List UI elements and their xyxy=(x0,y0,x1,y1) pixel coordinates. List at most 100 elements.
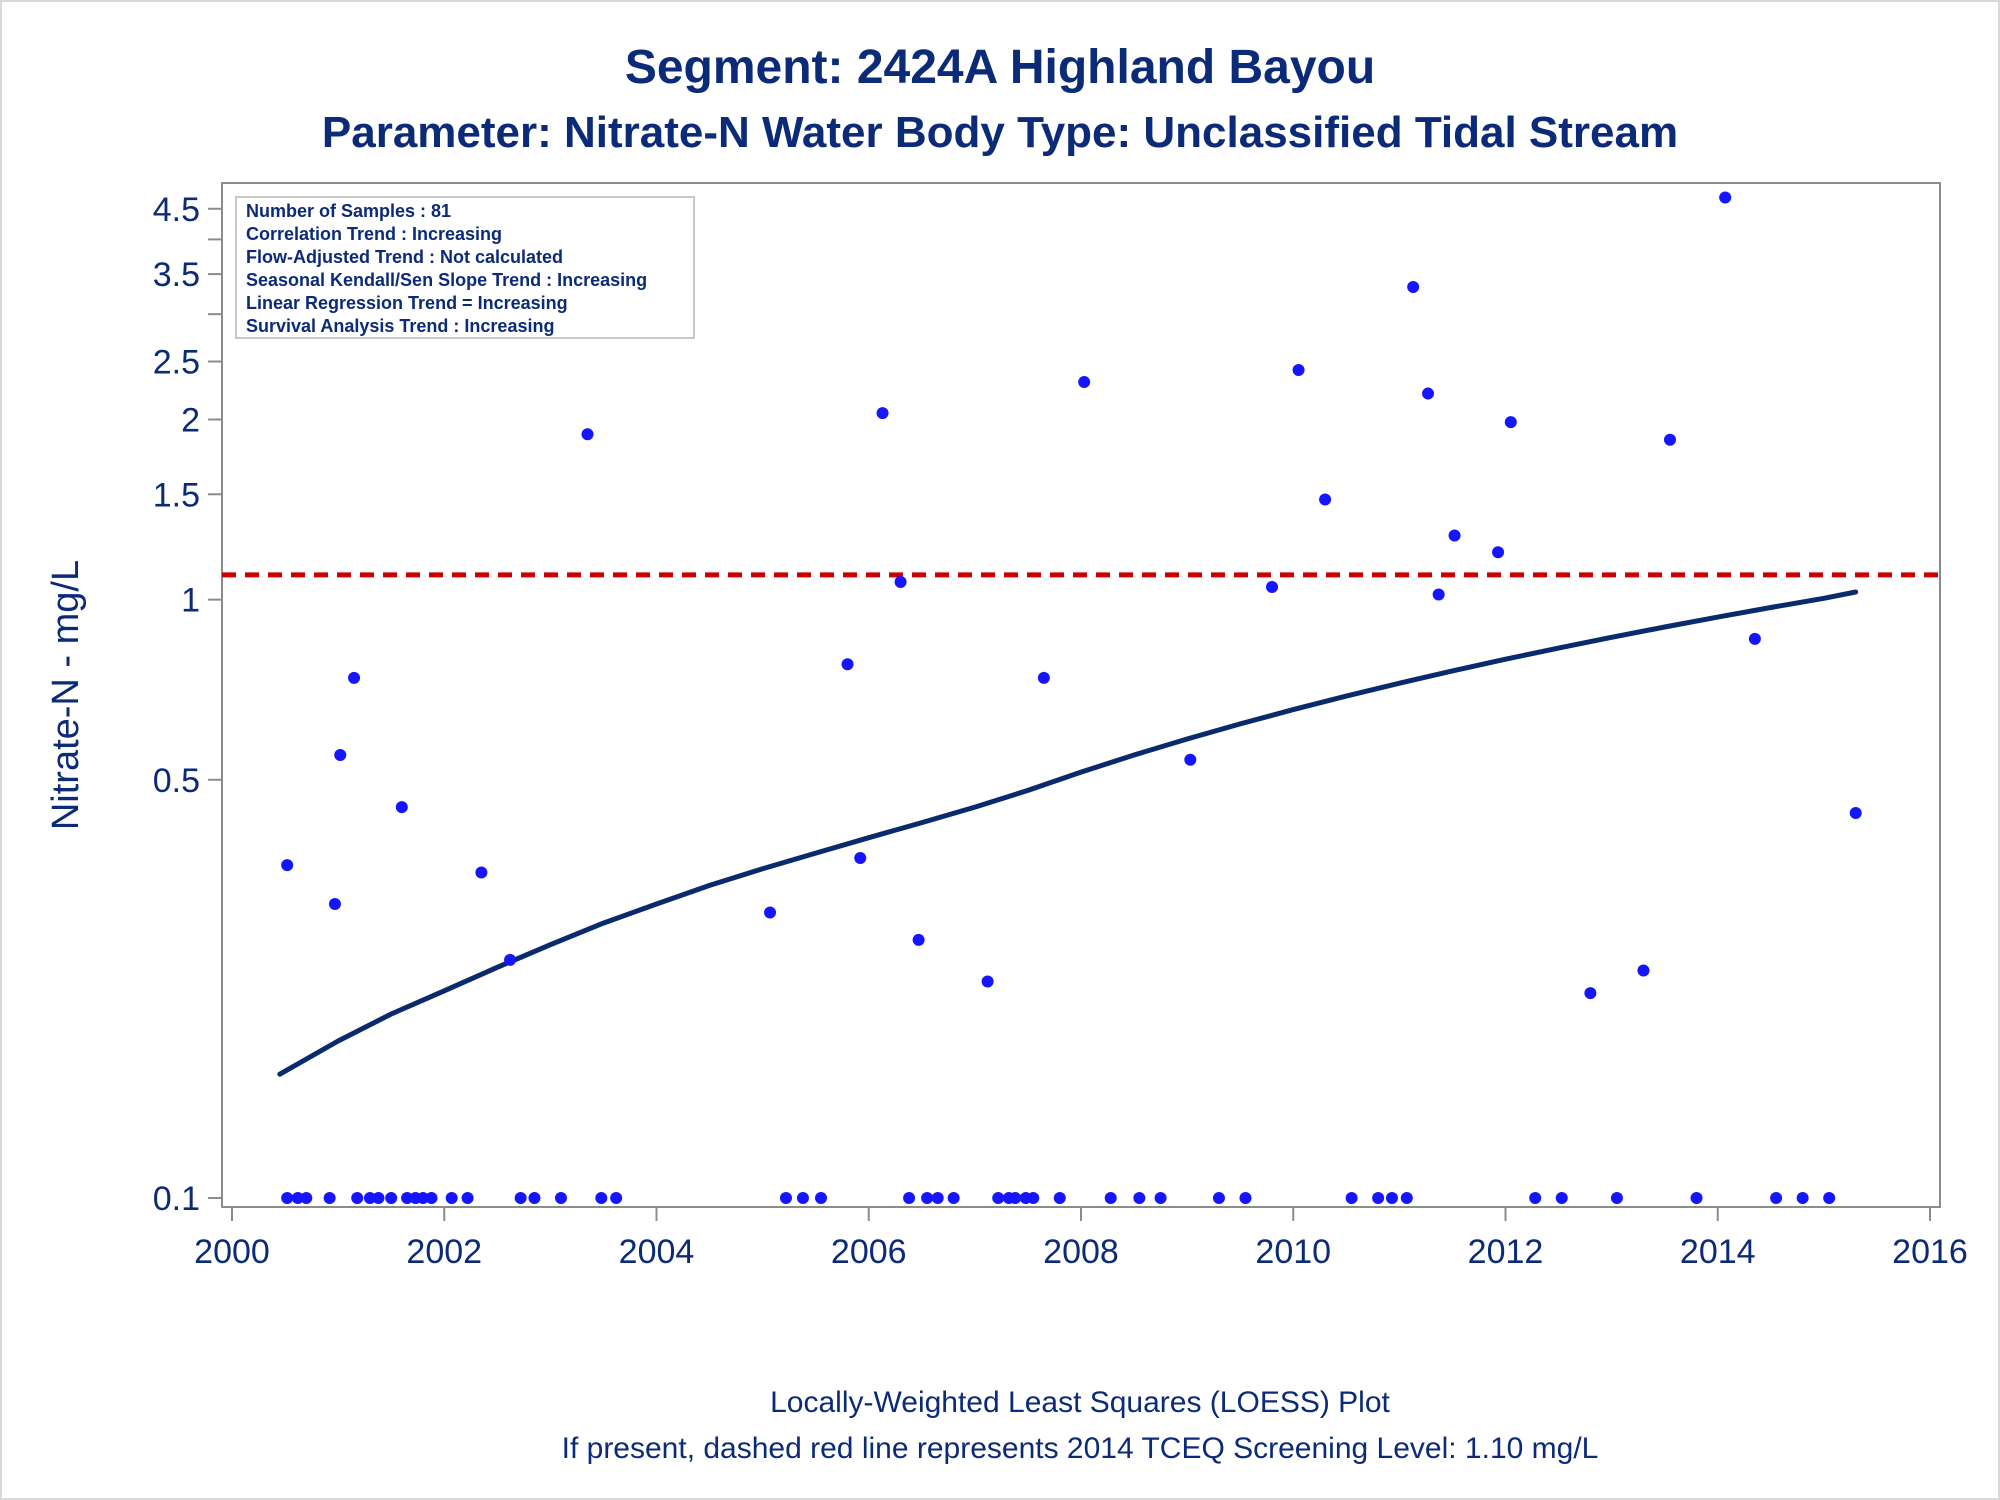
data-point xyxy=(1796,1192,1809,1204)
data-point xyxy=(764,906,777,919)
data-point xyxy=(992,1192,1005,1204)
data-point xyxy=(1719,191,1732,204)
legend-line-linear-regression: Linear Regression Trend = Increasing xyxy=(246,293,568,313)
x-tick-label: 2008 xyxy=(1043,1233,1119,1271)
data-point xyxy=(528,1192,541,1204)
y-tick-label: 2.5 xyxy=(153,344,200,382)
data-point xyxy=(947,1192,960,1204)
footnote-screening-level: If present, dashed red line represents 2… xyxy=(562,1432,1599,1465)
x-tick-label: 2016 xyxy=(1892,1233,1968,1271)
data-point xyxy=(1104,1192,1117,1204)
x-tick-label: 2004 xyxy=(619,1233,695,1271)
y-axis-label: Nitrate-N - mg/L xyxy=(45,560,87,830)
chart-title: Segment: 2424A Highland Bayou xyxy=(625,41,1375,94)
data-point xyxy=(1345,1192,1358,1204)
data-point xyxy=(351,1192,364,1204)
data-point xyxy=(1400,1192,1413,1204)
data-point xyxy=(1610,1192,1623,1204)
data-point xyxy=(595,1192,608,1204)
data-point xyxy=(475,866,488,879)
data-point xyxy=(1239,1192,1252,1204)
data-point xyxy=(1009,1192,1022,1204)
legend-line-correlation: Correlation Trend : Increasing xyxy=(246,224,502,244)
y-tick-label: 3.5 xyxy=(153,256,200,294)
data-point xyxy=(1407,281,1420,294)
footnote-loess: Locally-Weighted Least Squares (LOESS) P… xyxy=(770,1386,1390,1419)
data-point xyxy=(1432,588,1445,601)
data-point xyxy=(1372,1192,1385,1204)
loess-curve-group xyxy=(277,589,1859,1077)
legend-line-samples: Number of Samples : 81 xyxy=(246,201,451,221)
data-point xyxy=(328,897,341,910)
data-point xyxy=(1637,964,1650,977)
y-tick-label: 0.5 xyxy=(153,762,200,800)
data-point xyxy=(841,658,854,671)
data-points-group xyxy=(281,191,1862,1204)
data-point xyxy=(931,1192,944,1204)
data-point xyxy=(1266,580,1279,593)
data-point xyxy=(1422,387,1435,400)
data-point xyxy=(554,1192,567,1204)
data-point xyxy=(981,975,994,988)
data-point xyxy=(779,1192,792,1204)
data-point xyxy=(1133,1192,1146,1204)
data-point xyxy=(921,1192,934,1204)
legend-line-flow-adjusted: Flow-Adjusted Trend : Not calculated xyxy=(246,247,563,267)
data-point xyxy=(1292,363,1305,376)
loess-curve xyxy=(277,589,1859,1077)
data-point xyxy=(401,1192,414,1204)
data-point xyxy=(1690,1192,1703,1204)
y-axis: 0.1 0.5 1 1.5 2 2.5 3.5 4.5 xyxy=(153,191,222,1218)
x-tick-label: 2010 xyxy=(1255,1233,1331,1271)
legend-line-seasonal-kendall: Seasonal Kendall/Sen Slope Trend : Incre… xyxy=(246,270,647,290)
data-point xyxy=(1770,1192,1783,1204)
legend-line-survival-analysis: Survival Analysis Trend : Increasing xyxy=(246,316,554,336)
data-point xyxy=(1504,416,1517,429)
data-point xyxy=(334,748,347,761)
data-point xyxy=(1663,433,1676,446)
stats-legend-box: Number of Samples : 81 Correlation Trend… xyxy=(235,196,695,339)
data-point xyxy=(1555,1192,1568,1204)
data-point xyxy=(1492,546,1505,559)
y-tick-label: 1 xyxy=(181,582,200,620)
data-point xyxy=(1849,806,1862,819)
x-tick-label: 2006 xyxy=(831,1233,907,1271)
data-point xyxy=(1154,1192,1167,1204)
data-point xyxy=(300,1192,313,1204)
y-tick-label: 0.1 xyxy=(153,1180,200,1218)
data-point xyxy=(281,1192,294,1204)
data-point xyxy=(461,1192,474,1204)
data-point xyxy=(385,1192,398,1204)
x-tick-label: 2002 xyxy=(406,1233,482,1271)
data-point xyxy=(894,576,907,589)
data-point xyxy=(1212,1192,1225,1204)
y-tick-label: 2 xyxy=(181,402,200,440)
data-point xyxy=(425,1192,438,1204)
x-tick-label: 2000 xyxy=(194,1233,270,1271)
data-point xyxy=(281,859,294,872)
x-axis: 2000 2002 2004 2006 2008 2010 2012 2014 2016 xyxy=(194,1207,1968,1271)
data-point xyxy=(581,428,594,441)
legend-border xyxy=(235,196,695,339)
data-point xyxy=(903,1192,916,1204)
data-point xyxy=(1385,1192,1398,1204)
data-point xyxy=(814,1192,827,1204)
chart-subtitle: Parameter: Nitrate-N Water Body Type: Un… xyxy=(322,108,1678,157)
data-point xyxy=(610,1192,623,1204)
data-point xyxy=(854,852,867,865)
data-point xyxy=(417,1192,430,1204)
data-point xyxy=(1748,632,1761,645)
data-point xyxy=(1319,493,1332,506)
data-point xyxy=(876,407,889,420)
data-point xyxy=(445,1192,458,1204)
data-point xyxy=(323,1192,336,1204)
data-point xyxy=(348,671,361,684)
data-point xyxy=(1584,987,1597,1000)
y-tick-label: 4.5 xyxy=(153,191,200,229)
data-point xyxy=(796,1192,809,1204)
data-point xyxy=(1529,1192,1542,1204)
data-point xyxy=(372,1192,385,1204)
data-point xyxy=(1448,529,1461,542)
data-point xyxy=(1027,1192,1040,1204)
